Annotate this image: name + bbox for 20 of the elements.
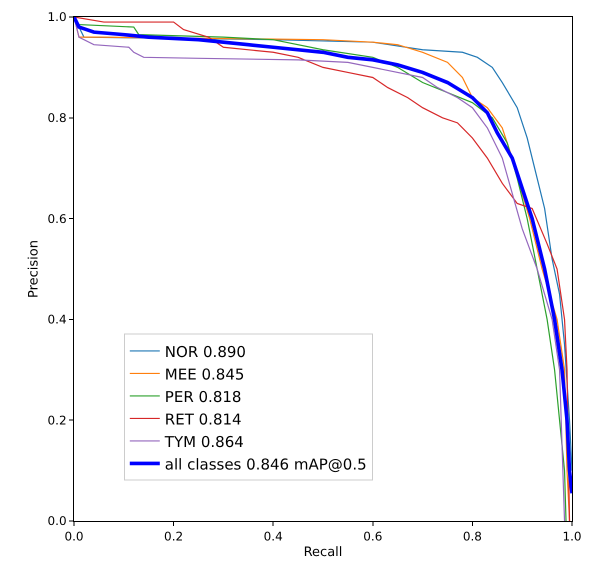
y-axis-title: Precision — [26, 240, 42, 298]
y-tick-label: 0.2 — [48, 413, 67, 428]
x-tick-label: 0.6 — [363, 529, 382, 544]
x-tick-label: 1.0 — [562, 529, 582, 544]
legend-label: TYM 0.864 — [164, 432, 244, 451]
x-tick-label: 0.0 — [64, 529, 84, 544]
legend-label: MEE 0.845 — [164, 365, 244, 384]
y-tick-label: 0.8 — [48, 111, 67, 125]
y-tick-label: 1.0 — [48, 10, 67, 24]
x-axis-title: Recall — [304, 545, 342, 560]
x-tick-label: 0.8 — [462, 529, 482, 544]
legend-label: RET 0.814 — [164, 410, 242, 428]
x-tick-label: 0.2 — [164, 529, 184, 544]
y-tick-label: 0.4 — [48, 312, 67, 327]
y-tick-label: 0.6 — [48, 212, 67, 226]
legend-label: NOR 0.890 — [164, 342, 246, 361]
x-tick-label: 0.4 — [264, 529, 283, 544]
legend-label: all classes 0.846 mAP@0.5 — [164, 455, 367, 474]
legend-label: PER 0.818 — [164, 388, 242, 406]
y-tick-label: 0.0 — [48, 514, 67, 528]
